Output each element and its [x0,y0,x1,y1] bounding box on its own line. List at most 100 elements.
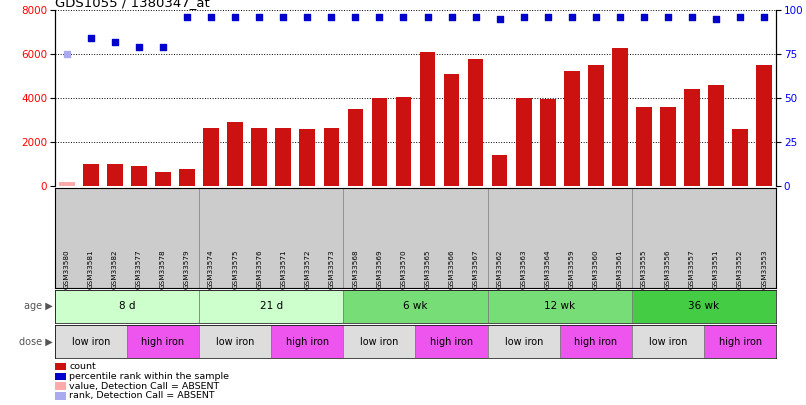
Text: GDS1055 / 1380347_at: GDS1055 / 1380347_at [55,0,210,9]
Bar [55,325,127,358]
Bar [55,392,65,400]
Point [373,14,386,20]
Text: low iron: low iron [216,337,255,347]
Point [638,14,650,20]
Bar [492,156,508,186]
Bar [632,290,776,323]
Bar [55,373,65,380]
Bar [756,65,772,186]
Point [109,38,122,45]
Bar [203,128,219,186]
Point [181,14,193,20]
Text: high iron: high iron [718,337,762,347]
Bar [343,290,488,323]
Bar [684,90,700,186]
Bar [276,128,291,186]
Text: value, Detection Call = ABSENT: value, Detection Call = ABSENT [69,382,219,390]
Point [276,14,289,20]
Text: low iron: low iron [72,337,110,347]
Bar [59,182,75,186]
Text: high iron: high iron [285,337,329,347]
Text: rank, Detection Call = ABSENT: rank, Detection Call = ABSENT [69,392,215,401]
Bar [107,164,123,186]
Bar [179,168,195,186]
Bar [55,362,65,370]
Bar [612,47,628,186]
Point [349,14,362,20]
Bar [416,325,488,358]
Text: high iron: high iron [141,337,185,347]
Bar [199,325,271,358]
Text: percentile rank within the sample: percentile rank within the sample [69,372,229,381]
Text: high iron: high iron [430,337,473,347]
Point [132,44,145,50]
Text: 8 d: 8 d [118,301,135,311]
Point [60,51,73,58]
Point [397,14,410,20]
Bar [420,52,435,186]
Bar [636,107,652,186]
Point [445,14,458,20]
Bar [560,325,632,358]
Bar [708,85,724,186]
Point [85,35,98,42]
Point [493,16,506,22]
Bar [396,97,411,186]
Point [589,14,602,20]
Point [662,14,675,20]
Text: high iron: high iron [574,337,617,347]
Text: count: count [69,362,96,371]
Text: age ▶: age ▶ [24,301,53,311]
Bar [372,98,387,186]
Point [686,14,699,20]
Bar [564,71,580,186]
Point [421,14,434,20]
Bar [467,59,484,186]
Bar [588,65,604,186]
Bar [227,122,243,186]
Point [229,14,242,20]
Bar [300,129,315,186]
Point [253,14,266,20]
Bar [199,290,343,323]
Bar [632,325,704,358]
Bar [488,325,560,358]
Text: dose ▶: dose ▶ [19,337,53,347]
Bar [55,290,199,323]
Text: 12 wk: 12 wk [544,301,575,311]
Point [325,14,338,20]
Bar [156,172,171,186]
Text: 6 wk: 6 wk [403,301,428,311]
Text: low iron: low iron [649,337,688,347]
Bar [251,128,267,186]
Bar [516,98,531,186]
Text: low iron: low iron [360,337,399,347]
Bar [127,325,199,358]
Text: 36 wk: 36 wk [688,301,720,311]
Bar [323,128,339,186]
Bar [343,325,416,358]
Point [709,16,722,22]
Point [205,14,218,20]
Text: low iron: low iron [505,337,543,347]
Bar [347,109,364,186]
Point [565,14,578,20]
Bar [131,166,147,186]
Point [156,44,169,50]
Bar [660,107,675,186]
Bar [488,290,632,323]
Point [758,14,771,20]
Bar [704,325,776,358]
Bar [55,382,65,390]
Point [613,14,626,20]
Bar [272,325,343,358]
Point [517,14,530,20]
Bar [540,99,555,186]
Bar [733,129,748,186]
Point [301,14,314,20]
Point [469,14,482,20]
Point [733,14,746,20]
Text: 21 d: 21 d [260,301,283,311]
Bar [444,74,459,186]
Bar [83,164,98,186]
